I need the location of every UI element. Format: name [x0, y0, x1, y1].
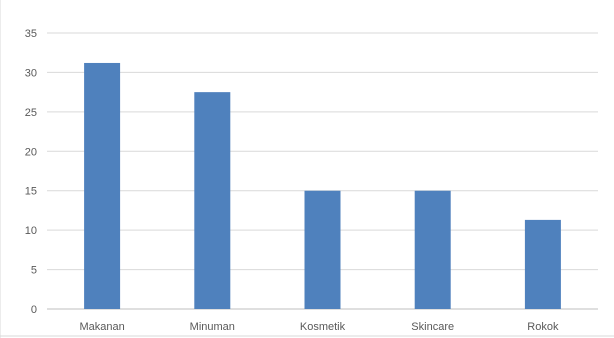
labels-layer: 0 5 10 15 20 25 30 35 Makanan Minuman Kosmetik Skin…	[25, 28, 559, 333]
y-tick-label: 35	[25, 28, 37, 40]
y-tick-label: 15	[25, 186, 37, 198]
bars-layer	[84, 62, 561, 310]
bar-kosmetik	[304, 190, 341, 309]
x-tick-label-kosmetik: Kosmetik	[300, 321, 346, 333]
y-tick-label: 10	[25, 225, 37, 237]
x-tick-label-rokok: Rokok	[527, 321, 559, 333]
x-tick-label-skincare: Skincare	[411, 321, 454, 333]
y-tick-label: 30	[25, 67, 37, 79]
bar-makanan	[84, 62, 121, 309]
x-tick-label-makanan: Makanan	[79, 321, 124, 333]
y-tick-label: 0	[31, 304, 37, 316]
bar-minuman	[194, 92, 231, 310]
y-tick-label: 5	[31, 265, 37, 277]
bar-rokok	[524, 219, 561, 309]
y-tick-label: 20	[25, 146, 37, 158]
y-tick-label: 25	[25, 107, 37, 119]
x-tick-label-minuman: Minuman	[190, 321, 235, 333]
bar-skincare	[414, 190, 451, 309]
